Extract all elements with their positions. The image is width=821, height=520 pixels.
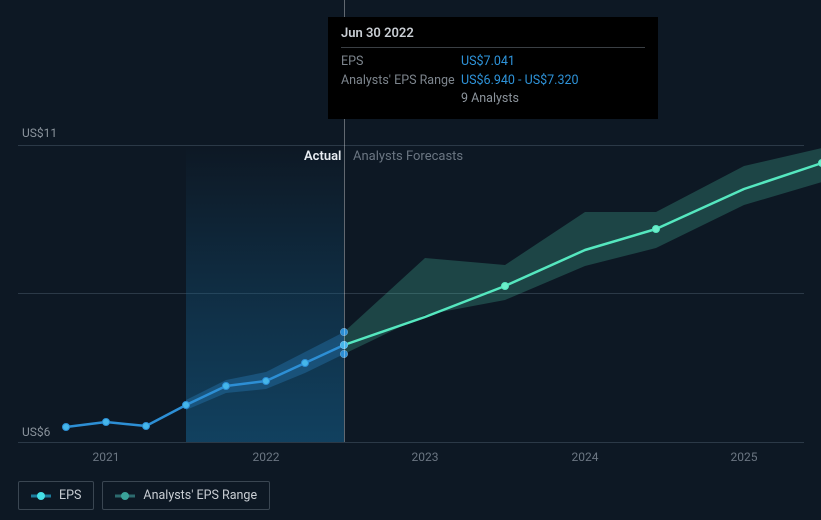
tooltip-row: EPS US$7.041 [341,52,645,71]
chart-container: US$11 US$6 Actual Analysts Forecasts 202… [0,0,821,520]
tooltip-row: Analysts' EPS Range US$6.940 - US$7.320 [341,71,645,90]
legend-item-eps[interactable]: EPS [18,481,94,510]
region-label-actual: Actual [304,149,341,164]
x-axis-tick: 2024 [572,450,599,464]
legend-swatch-icon [31,491,51,501]
x-axis-tick: 2023 [412,450,439,464]
legend-label: EPS [59,488,81,503]
tooltip-date: Jun 30 2022 [341,26,645,48]
x-axis-tick: 2025 [731,450,758,464]
tooltip-key: Analysts' EPS Range [341,73,461,88]
tooltip-key: EPS [341,54,461,69]
legend-label: Analysts' EPS Range [143,488,257,503]
x-axis-tick: 2021 [93,450,120,464]
tooltip-value: US$6.940 - US$7.320 [461,73,579,88]
region-label-forecast: Analysts Forecasts [353,149,463,164]
x-axis-tick: 2022 [253,450,280,464]
hover-tooltip: Jun 30 2022 EPS US$7.041 Analysts' EPS R… [328,17,658,119]
legend: EPS Analysts' EPS Range [18,481,270,510]
legend-swatch-icon [115,491,135,501]
tooltip-subtext: 9 Analysts [341,90,645,106]
legend-item-eps-range[interactable]: Analysts' EPS Range [102,481,270,510]
tooltip-value: US$7.041 [461,54,515,69]
